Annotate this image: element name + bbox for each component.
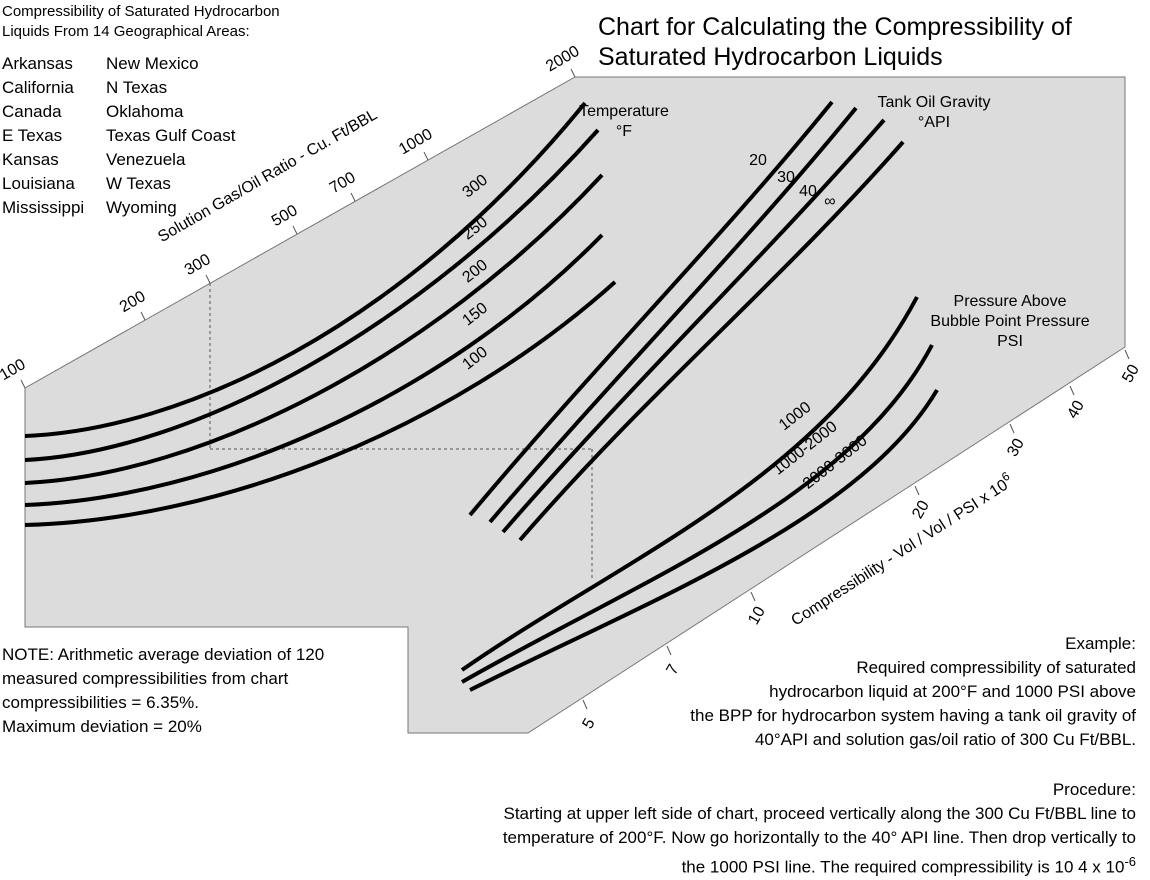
- area-item: Kansas: [2, 150, 59, 169]
- pressure-curve: [469, 388, 939, 692]
- area-item: Louisiana: [2, 174, 75, 193]
- note-line: Maximum deviation = 20%: [2, 717, 202, 736]
- api-curve-label: 20: [749, 152, 767, 169]
- compressibility-axis-exponent: 6: [999, 469, 1012, 485]
- compressibility-tick-label: 50: [1119, 362, 1143, 386]
- api-label: °API: [918, 114, 950, 131]
- pressure-curve: [461, 344, 934, 684]
- compressibility-tick: [914, 485, 920, 496]
- compressibility-tick-label: 40: [1064, 398, 1088, 422]
- temperature-curve: [24, 173, 604, 485]
- api-curve-label: 40: [799, 183, 817, 200]
- compressibility-tick: [666, 645, 672, 656]
- chart-panel: [24, 76, 1126, 734]
- areas-column-1: Arkansas California Canada E Texas Kansas Lou…: [2, 52, 106, 220]
- api-curve: [501, 118, 886, 534]
- procedure-block: Procedure: Starting at upper left side o…: [503, 778, 1136, 880]
- compressibility-tick: [1124, 349, 1130, 360]
- temperature-label: Temperature: [579, 103, 669, 120]
- gor-tick-label: 300: [182, 251, 214, 279]
- compressibility-tick-label: 20: [909, 498, 933, 522]
- example-heading: Example:: [1065, 634, 1136, 653]
- area-item: California: [2, 78, 74, 97]
- example-block: Example: Required compressibility of sat…: [690, 632, 1136, 752]
- areas-column-2: New Mexico N Texas Oklahoma Texas Gulf Coas…: [106, 52, 306, 220]
- procedure-line: temperature of 200°F. Now go horizontall…: [502, 828, 1136, 847]
- gor-tick: [140, 311, 146, 321]
- pressure-label: Pressure Above: [954, 293, 1067, 310]
- areas-block: Compressibility of Saturated Hydrocarbon…: [2, 3, 306, 220]
- area-item: W Texas: [106, 174, 171, 193]
- title-line-2: Saturated Hydrocarbon Liquids: [598, 43, 943, 71]
- gor-tick: [20, 379, 26, 389]
- gor-tick-label: 2000: [543, 43, 582, 76]
- areas-heading-1: Compressibility of Saturated Hydrocarbon: [2, 3, 280, 20]
- note-line: compressibilities = 6.35%.: [2, 693, 200, 712]
- compressibility-tick-label: 30: [1004, 436, 1028, 460]
- area-item: Oklahoma: [106, 102, 184, 121]
- area-item: New Mexico: [106, 54, 199, 73]
- gor-tick: [570, 68, 576, 78]
- area-item: Texas Gulf Coast: [106, 126, 236, 145]
- gor-tick: [205, 274, 211, 284]
- area-item: N Texas: [106, 78, 168, 97]
- compressibility-tick: [582, 699, 588, 710]
- procedure-heading: Procedure:: [1052, 780, 1136, 799]
- title-line-1: Chart for Calculating the Compressibilit…: [598, 13, 1072, 41]
- temperature-curve: [24, 280, 617, 527]
- procedure-line: Starting at upper left side of chart, pr…: [503, 804, 1136, 823]
- gor-tick-label: 100: [0, 356, 29, 384]
- gor-tick: [423, 151, 429, 161]
- area-item: E Texas: [2, 126, 63, 145]
- example-line: Required compressibility of saturated: [856, 658, 1136, 677]
- areas-heading-2: Liquids From 14 Geographical Areas:: [2, 23, 250, 40]
- pressure-curve: [460, 296, 919, 672]
- gor-tick: [292, 225, 298, 235]
- area-item: Arkansas: [2, 54, 73, 73]
- example-line: 40°API and solution gas/oil ratio of 300…: [754, 730, 1136, 749]
- note-line: NOTE: Arithmetic average deviation of 12…: [2, 645, 325, 664]
- compressibility-tick: [750, 591, 756, 602]
- api-curve: [488, 106, 858, 524]
- api-curve-label: 30: [777, 169, 795, 186]
- api-curve: [518, 140, 905, 542]
- api-curve: [468, 100, 834, 517]
- gor-tick-label: 200: [117, 288, 149, 316]
- gor-tick: [350, 192, 356, 202]
- pressure-label: PSI: [997, 333, 1023, 350]
- procedure-exponent: -6: [1124, 854, 1136, 869]
- gor-tick-label: 700: [327, 169, 359, 197]
- api-curve-label: ∞: [824, 193, 835, 210]
- area-item: Venezuela: [106, 150, 186, 169]
- compressibility-tick-label: 7: [664, 662, 683, 678]
- compressibility-tick-label: 5: [580, 716, 599, 732]
- note-line: measured compressibilities from chart: [2, 669, 289, 688]
- compressibility-tick: [1009, 423, 1015, 434]
- example-line: the BPP for hydrocarbon system having a …: [690, 706, 1136, 725]
- compressibility-tick: [1069, 385, 1075, 396]
- procedure-last: the 1000 PSI line. The required compress…: [681, 857, 1125, 877]
- gor-tick-label: 1000: [396, 126, 435, 159]
- pressure-label: Bubble Point Pressure: [930, 313, 1089, 330]
- chart-title: Chart for Calculating the Compressibilit…: [598, 12, 1072, 72]
- example-line: hydrocarbon liquid at 200°F and 1000 PSI…: [769, 682, 1136, 701]
- area-item: Canada: [2, 102, 62, 121]
- area-item: Mississippi: [2, 198, 85, 217]
- temperature-label: °F: [616, 123, 632, 140]
- area-item: Wyoming: [106, 198, 177, 217]
- temperature-curve: [24, 101, 587, 438]
- note-block: NOTE: Arithmetic average deviation of 12…: [2, 643, 324, 739]
- compressibility-tick-label: 10: [745, 604, 769, 628]
- temperature-curve: [24, 128, 600, 462]
- procedure-line: the 1000 PSI line. The required compress…: [503, 850, 1136, 880]
- temperature-curve: [24, 233, 604, 507]
- api-label: Tank Oil Gravity: [878, 94, 991, 111]
